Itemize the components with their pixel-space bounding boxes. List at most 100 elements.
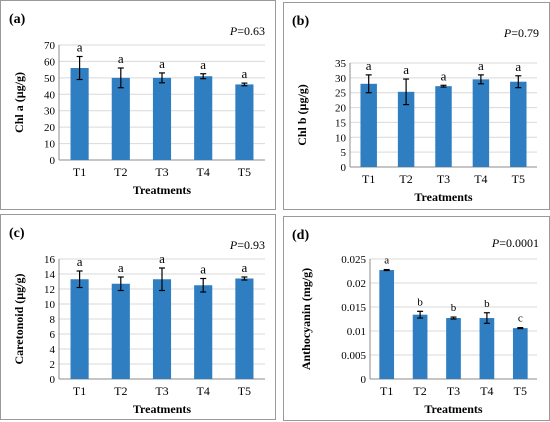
x-tick-label: T3: [447, 384, 460, 398]
y-axis-title: Caretonoid (µg/g): [12, 273, 26, 364]
chart-svg: 0 2 4 6 8 10 12 14 16 a T1 a T2 a T3 a T4 a T5 (c) P=0.93 Car…: [9, 226, 265, 416]
panel-label: (a): [9, 12, 26, 27]
error-bar-t3: [159, 267, 165, 292]
significance-letter: b: [417, 296, 423, 308]
bar-t4: [194, 76, 213, 160]
y-axis-title: Chl a (µg/g): [12, 72, 26, 133]
x-tick-label: T5: [514, 384, 527, 398]
y-tick-label: 60: [44, 56, 56, 68]
bar-t3: [446, 318, 461, 379]
bar-t4: [479, 318, 495, 379]
bar-t2: [412, 314, 428, 379]
panel-label: (c): [9, 226, 25, 241]
bar-t5: [235, 278, 254, 379]
p-value: P=0.79: [503, 26, 539, 40]
y-tick-label: 20: [44, 122, 56, 134]
y-tick-label: 6: [50, 329, 56, 341]
y-tick-label: 35: [335, 58, 347, 70]
chart-svg: 0 5 10 15 20 25 30 35 a T1 a T2 a T3 a T4 a T5 (b) P=0.79 Ch…: [292, 14, 539, 204]
y-tick-label: 16: [44, 254, 56, 266]
x-tick-label: T3: [155, 384, 168, 398]
significance-letter: a: [159, 251, 165, 266]
error-bar-t3: [450, 316, 457, 320]
significance-letter: a: [118, 51, 124, 66]
error-bar-t2: [417, 310, 424, 319]
y-tick-label: 30: [335, 73, 347, 85]
y-tick-label: 10: [335, 132, 347, 144]
y-tick-label: 0.02: [347, 278, 366, 290]
x-axis-title: Treatments: [414, 190, 473, 204]
error-bar-t5: [517, 327, 524, 330]
y-tick-label: 4: [50, 344, 56, 356]
y-tick-label: 10: [44, 299, 56, 311]
error-bar-t3: [440, 84, 447, 88]
x-axis-title: Treatments: [424, 402, 483, 416]
significance-letter: a: [403, 62, 409, 77]
chart-svg: 0 0.005 0.01 0.015 0.02 0.025 a T1 b T2 b T3 b T4 c T5 (…: [292, 228, 539, 416]
bar-t1: [360, 83, 377, 167]
y-tick-label: 2: [50, 359, 56, 371]
x-tick-label: T4: [474, 172, 487, 186]
error-bar-t2: [403, 78, 410, 106]
y-axis-title: Anthocyanin (mg/g): [299, 268, 313, 370]
error-bar-t1: [365, 74, 372, 94]
y-tick-label: 5: [341, 147, 347, 159]
y-tick-label: 30: [44, 106, 56, 118]
x-tick-label: T1: [73, 384, 86, 398]
bar-t5: [512, 328, 528, 379]
significance-letter: a: [384, 255, 389, 267]
significance-letter: a: [441, 68, 447, 83]
x-tick-label: T1: [362, 172, 375, 186]
y-tick-label: 0.025: [341, 254, 366, 266]
error-bar-t1: [76, 270, 83, 289]
y-tick-label: 15: [335, 117, 347, 129]
y-tick-label: 0.01: [347, 326, 366, 338]
bar-t3: [152, 279, 172, 379]
bar-t2: [111, 77, 130, 160]
error-bar-t4: [483, 312, 490, 324]
significance-letter: a: [200, 262, 206, 277]
p-value: P=0.0001: [491, 236, 539, 250]
x-tick-label: T4: [197, 384, 210, 398]
significance-letter: a: [77, 40, 83, 55]
x-axis-title: Treatments: [133, 402, 192, 416]
y-axis-title: Chl b (µg/g): [295, 84, 309, 146]
y-tick-label: 0: [361, 374, 367, 386]
x-tick-label: T1: [380, 384, 393, 398]
panel-label: (d): [292, 228, 309, 243]
bar-t2: [111, 283, 130, 379]
bar-t1: [70, 279, 89, 379]
significance-letter: a: [478, 58, 484, 73]
error-bar-t1: [383, 268, 390, 272]
bar-t5: [235, 84, 254, 160]
x-tick-label: T3: [155, 165, 168, 179]
x-tick-label: T2: [114, 384, 127, 398]
y-tick-label: 0: [341, 162, 347, 174]
x-tick-label: T4: [480, 384, 493, 398]
y-tick-label: 50: [44, 73, 56, 85]
y-tick-label: 0: [50, 374, 56, 386]
y-tick-label: 20: [335, 103, 347, 115]
x-tick-label: T5: [238, 384, 251, 398]
error-bar-t5: [241, 82, 248, 87]
significance-letter: b: [451, 302, 457, 314]
y-tick-label: 10: [44, 139, 56, 151]
significance-letter: a: [200, 57, 206, 72]
bar-t1: [70, 68, 89, 160]
error-bar-t4: [200, 277, 207, 293]
bar-t3: [152, 77, 172, 160]
chart-svg: 0 10 20 30 40 50 60 70 a T1 a T2 a T3 a T4 a T5 (a) P=0.63 C…: [9, 12, 265, 197]
error-bar-t5: [515, 75, 522, 89]
error-bar-t3: [159, 72, 165, 84]
error-bar-t4: [200, 73, 207, 80]
x-tick-label: T4: [197, 165, 210, 179]
error-bar-t2: [117, 276, 124, 292]
chart-panel-b: 0 5 10 15 20 25 30 35 a T1 a T2 a T3 a T4 a T5 (b) P=0.79 Ch…: [283, 2, 550, 210]
y-tick-label: 40: [44, 89, 56, 101]
significance-letter: a: [118, 260, 124, 275]
error-bar-t4: [477, 74, 484, 85]
bar-t1: [379, 270, 395, 379]
y-tick-label: 0: [50, 155, 56, 167]
chart-panel-c: 0 2 4 6 8 10 12 14 16 a T1 a T2 a T3 a T4 a T5 (c) P=0.93 Car…: [0, 214, 276, 420]
x-tick-label: T2: [413, 384, 426, 398]
